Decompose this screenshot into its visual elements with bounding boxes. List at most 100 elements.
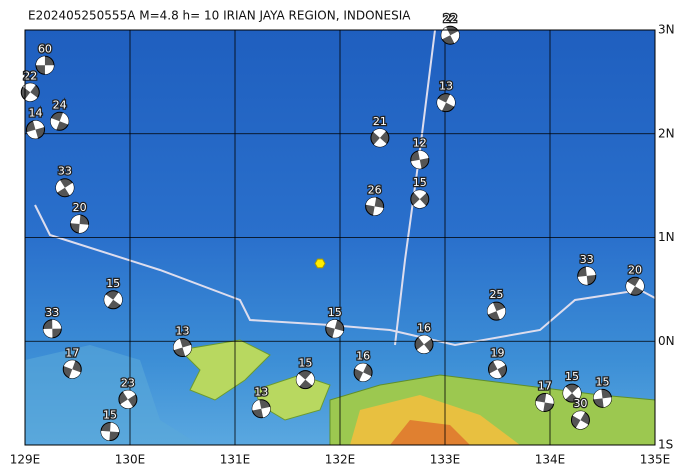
focal-mechanism: 20 [625, 262, 645, 296]
focal-mechanism: 13 [436, 78, 456, 113]
beachball-quadrant [416, 335, 432, 354]
focal-mechanism: 24 [50, 97, 70, 131]
focal-mechanism: 21 [370, 114, 390, 148]
focal-mechanism: 17 [535, 378, 555, 412]
focal-mechanism: 15 [562, 369, 582, 403]
beachball-quadrant [487, 302, 506, 320]
beachball-quadrant [410, 150, 429, 169]
focal-mechanism: 60 [35, 41, 55, 75]
x-tick-label: 133E [430, 453, 461, 467]
focal-mechanism: 19 [488, 345, 507, 379]
focal-mechanism: 33 [55, 163, 75, 198]
depth-label: 20 [628, 263, 642, 276]
depth-label: 16 [417, 321, 431, 334]
depth-label: 22 [443, 12, 457, 25]
depth-label: 24 [53, 98, 67, 111]
depth-label: 22 [23, 69, 37, 82]
focal-mechanism: 14 [26, 105, 45, 140]
beachball-quadrant [173, 338, 192, 357]
focal-mechanism: 23 [118, 375, 138, 409]
beachball-quadrant [26, 120, 45, 139]
beachball-quadrant [572, 411, 589, 430]
beachball-quadrant [63, 360, 81, 379]
beachball-quadrant [120, 390, 136, 409]
depth-label: 13 [439, 80, 453, 93]
beachball-quadrant [563, 386, 582, 400]
land [178, 339, 271, 401]
beachball-quadrant [101, 422, 120, 441]
depth-label: 26 [368, 183, 382, 196]
focal-mechanism: 30 [570, 396, 590, 430]
depth-label: 13 [254, 386, 268, 399]
depth-label: 19 [491, 346, 505, 359]
beachball-quadrant [413, 190, 427, 209]
depth-label: 15 [103, 409, 117, 422]
depth-label: 30 [573, 397, 587, 410]
x-tick-label: 130E [115, 453, 146, 467]
focal-mechanism: 15 [325, 305, 345, 339]
beachball-quadrant [252, 399, 271, 418]
beachball-quadrant [35, 56, 54, 75]
depth-label: 15 [106, 277, 120, 290]
x-tick-label: 131E [220, 453, 251, 467]
frame [24, 29, 656, 446]
beachball-quadrant [50, 112, 69, 130]
beachball-quadrant [593, 389, 612, 408]
highland [350, 395, 520, 445]
epicenter [314, 258, 326, 269]
focal-mechanism: 16 [414, 320, 434, 354]
beachball-quadrant [296, 372, 315, 387]
beachball-quadrant [23, 83, 38, 102]
depth-label: 20 [73, 201, 87, 214]
focal-mechanism: 33 [577, 252, 597, 286]
depth-label: 15 [596, 375, 610, 388]
focal-mechanism: 13 [251, 384, 271, 419]
y-tick-label: 3N [658, 23, 675, 37]
focal-mechanism: 26 [365, 182, 385, 216]
depth-label: 17 [538, 379, 552, 392]
beachball-quadrant [326, 319, 344, 338]
beachball-quadrant [437, 94, 456, 111]
focal-mechanism: 15 [410, 175, 430, 209]
depth-label: 60 [38, 42, 52, 55]
x-tick-label: 129E [10, 453, 41, 467]
x-tick-label: 135E [640, 453, 671, 467]
beachball-quadrant [441, 27, 460, 44]
x-tick-label: 134E [535, 453, 566, 467]
focal-mechanism: 16 [353, 348, 373, 382]
depth-label: 17 [65, 346, 79, 359]
title: E202405250555A M=4.8 h= 10 IRIAN JAYA RE… [28, 9, 411, 23]
focal-mechanism: 20 [70, 200, 90, 234]
y-tick-label: 1N [658, 230, 675, 244]
beachball-quadrant [365, 197, 384, 216]
beachball-quadrant [626, 278, 645, 294]
focal-mechanism: 22 [440, 11, 460, 45]
depth-label: 33 [45, 306, 59, 319]
highland [390, 420, 470, 445]
beachball-quadrant [70, 215, 89, 234]
beachball-quadrant [373, 128, 387, 147]
focal-mechanism: 22 [20, 68, 40, 102]
y-tick-label: 0N [658, 334, 675, 348]
beachball-quadrant [489, 360, 506, 379]
focal-mechanism: 25 [486, 287, 506, 321]
beachball-quadrant [104, 292, 123, 308]
focal-mechanism: 33 [42, 305, 62, 339]
beachball-quadrant [354, 363, 372, 382]
depth-label: 15 [298, 357, 312, 370]
beachball-quadrant [577, 266, 596, 285]
depth-label: 15 [413, 176, 427, 189]
focal-mechanism: 15 [295, 355, 315, 390]
beachball-quadrant [55, 180, 74, 196]
focal-mechanism: 12 [410, 135, 430, 170]
y-tick-label: 2N [658, 126, 675, 140]
focal-mechanism: 15 [100, 407, 120, 442]
depth-label: 33 [58, 165, 72, 178]
depth-label: 33 [580, 253, 594, 266]
focal-mechanism: 15 [593, 374, 612, 408]
x-tick-label: 132E [325, 453, 356, 467]
depth-label: 13 [176, 324, 190, 337]
depth-label: 23 [121, 376, 135, 389]
plate-boundary [34, 204, 656, 347]
